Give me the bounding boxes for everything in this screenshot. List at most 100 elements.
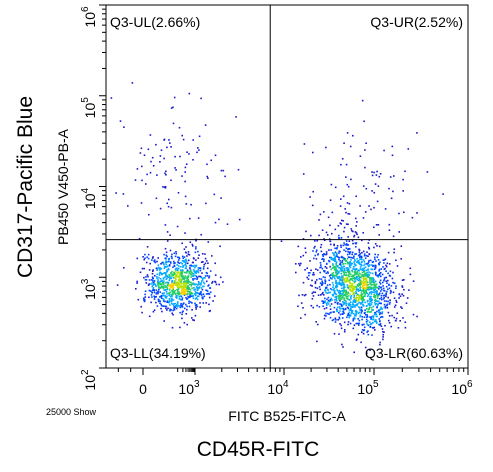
event-point [393, 175, 395, 177]
event-point [335, 285, 337, 287]
event-point [154, 259, 156, 261]
event-point [163, 289, 166, 291]
event-point [171, 297, 173, 300]
event-point [349, 309, 352, 311]
event-point [166, 261, 168, 264]
event-point [324, 276, 326, 279]
event-point [210, 159, 212, 162]
event-point [208, 275, 211, 277]
event-point [373, 292, 376, 294]
event-point [146, 173, 148, 176]
event-point [385, 285, 388, 288]
event-point [348, 302, 350, 305]
event-point [140, 202, 143, 204]
event-point [379, 308, 381, 311]
event-point [186, 287, 188, 290]
event-point [195, 286, 198, 288]
event-point [299, 264, 301, 267]
event-point [312, 306, 314, 309]
event-point [110, 97, 113, 99]
event-point [365, 290, 368, 293]
event-point [339, 205, 342, 207]
event-point [351, 279, 354, 282]
event-point [336, 285, 338, 287]
event-point [383, 303, 386, 306]
event-point [322, 300, 325, 303]
event-point [332, 257, 334, 260]
event-point [367, 242, 370, 244]
event-point [173, 265, 176, 267]
event-point [170, 262, 172, 264]
event-point [204, 275, 207, 277]
event-point [325, 287, 327, 289]
event-point [177, 279, 180, 281]
event-point [338, 234, 340, 237]
event-point [377, 276, 380, 278]
event-point [356, 233, 358, 236]
event-point [176, 295, 178, 297]
event-point [194, 290, 197, 293]
event-point [338, 275, 341, 278]
event-point [350, 295, 353, 297]
event-point [178, 292, 181, 295]
event-point [426, 171, 429, 173]
event-point [205, 280, 208, 283]
event-point [351, 269, 353, 272]
event-point [303, 143, 306, 145]
event-point [343, 303, 345, 305]
event-point [360, 341, 362, 344]
event-point [168, 293, 171, 295]
event-point [295, 271, 297, 274]
event-point [332, 294, 334, 297]
event-point [344, 262, 346, 265]
event-point [180, 274, 182, 276]
event-point [336, 302, 339, 304]
event-point [343, 288, 345, 290]
event-point [350, 259, 352, 261]
event-point [160, 149, 163, 151]
event-point [356, 300, 358, 302]
event-point [182, 291, 185, 293]
event-point [173, 252, 176, 255]
event-point [402, 178, 404, 181]
event-point [164, 172, 166, 175]
event-point [173, 303, 175, 305]
event-point [375, 174, 378, 176]
event-point [385, 280, 387, 282]
event-point [200, 97, 202, 100]
event-point [136, 280, 138, 283]
x-axis-title: FITC B525-FITC-A [228, 408, 346, 424]
event-point [190, 276, 192, 278]
event-point [364, 211, 367, 213]
event-point [365, 285, 368, 288]
event-point [157, 300, 160, 303]
event-point [207, 292, 209, 295]
event-point [164, 261, 167, 264]
event-point [387, 272, 389, 275]
event-point [364, 289, 367, 292]
event-point [316, 287, 319, 290]
event-point [179, 326, 181, 329]
event-point [387, 288, 389, 291]
event-point [338, 295, 340, 298]
event-point [352, 275, 355, 278]
event-point [348, 311, 351, 313]
event-point [382, 287, 385, 290]
event-point [198, 149, 200, 151]
event-point [116, 284, 119, 286]
event-point [391, 314, 393, 317]
event-point [205, 202, 207, 205]
event-point [365, 321, 368, 323]
x-tick-label: 106 [451, 379, 473, 397]
event-point [178, 262, 181, 264]
event-point [405, 302, 408, 304]
event-point [341, 275, 344, 278]
event-point [172, 293, 174, 296]
event-point [378, 274, 381, 276]
event-point [389, 292, 392, 294]
event-point [376, 300, 378, 302]
event-point [373, 191, 376, 194]
event-point [165, 305, 168, 308]
event-point [376, 322, 378, 324]
event-point [355, 242, 358, 244]
